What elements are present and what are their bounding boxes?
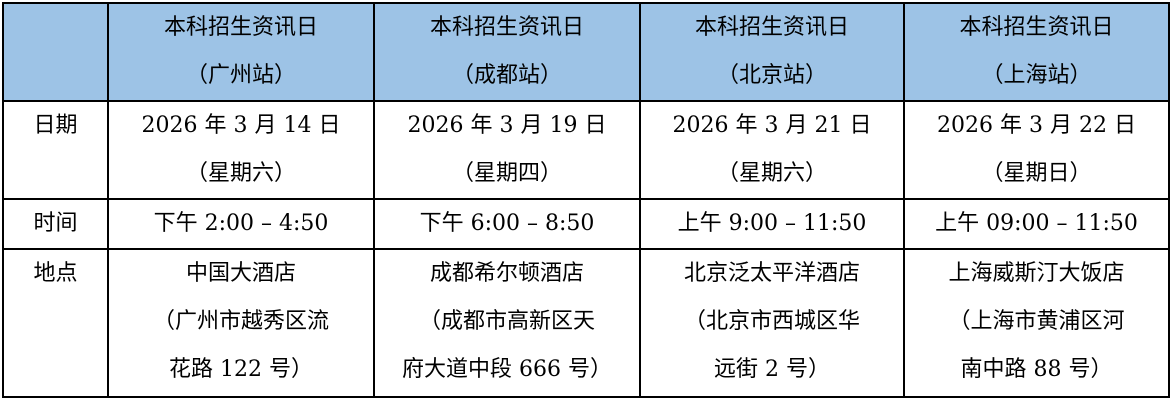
location-cell: 北京泛太平洋酒店 （北京市西城区华 远街 2 号）: [639, 248, 905, 398]
venue-address: （广州市越秀区流: [152, 309, 329, 334]
location-cell: 成都希尔顿酒店 （成都市高新区天 府大道中段 666 号）: [373, 248, 641, 398]
location-cell: 中国大酒店 （广州市越秀区流 花路 122 号）: [107, 248, 375, 398]
location-row: 地点 中国大酒店 （广州市越秀区流 花路 122 号） 成都希尔顿酒店 （成都市高新区…: [2, 248, 1170, 398]
date-cell: 2026 年 3 月 21 日 （星期六）: [639, 100, 905, 200]
header-cell: 本科招生资讯日 （上海站）: [903, 2, 1170, 102]
venue-address: （北京市西城区华: [683, 309, 860, 334]
date-text: 2026 年 3 月 19 日: [407, 113, 607, 138]
weekday-text: （星期六）: [185, 161, 296, 186]
date-row: 日期 2026 年 3 月 14 日 （星期六） 2026 年 3 月 19 日 （…: [2, 100, 1170, 200]
date-cell: 2026 年 3 月 22 日 （星期日）: [903, 100, 1170, 200]
event-title: 本科招生资讯日: [163, 15, 318, 40]
event-title: 本科招生资讯日: [429, 15, 584, 40]
venue-address: 花路 122 号）: [169, 357, 313, 382]
header-cell: 本科招生资讯日 （成都站）: [373, 2, 641, 102]
date-cell: 2026 年 3 月 14 日 （星期六）: [107, 100, 375, 200]
time-cell: 上午 9:00 – 11:50: [639, 198, 905, 250]
venue-name: 上海威斯汀大饭店: [948, 261, 1125, 286]
row-label: 日期: [2, 100, 109, 200]
event-city: （北京站）: [716, 63, 827, 88]
header-row: 本科招生资讯日 （广州站） 本科招生资讯日 （成都站） 本科招生资讯日 （北京站） 本…: [2, 2, 1170, 102]
row-label: 时间: [2, 198, 109, 250]
event-city: （广州站）: [185, 63, 296, 88]
event-title: 本科招生资讯日: [959, 15, 1114, 40]
weekday-text: （星期日）: [981, 161, 1092, 186]
header-cell: 本科招生资讯日 （广州站）: [107, 2, 375, 102]
venue-name: 中国大酒店: [185, 261, 296, 286]
venue-name: 成都希尔顿酒店: [429, 261, 584, 286]
time-text: 上午 09:00 – 11:50: [935, 211, 1138, 236]
row-label: 地点: [2, 248, 109, 398]
time-row: 时间 下午 2:00 – 4:50 下午 6:00 – 8:50 上午 9:00…: [2, 198, 1170, 250]
venue-address: （成都市高新区天: [418, 309, 595, 334]
time-cell: 下午 6:00 – 8:50: [373, 198, 641, 250]
time-cell: 上午 09:00 – 11:50: [903, 198, 1170, 250]
venue-name: 北京泛太平洋酒店: [683, 261, 860, 286]
event-title: 本科招生资讯日: [694, 15, 849, 40]
event-city: （上海站）: [981, 63, 1092, 88]
venue-address: （上海市黄浦区河: [948, 309, 1125, 334]
location-cell: 上海威斯汀大饭店 （上海市黄浦区河 南中路 88 号）: [903, 248, 1170, 398]
time-text: 下午 2:00 – 4:50: [153, 211, 329, 236]
time-text: 下午 6:00 – 8:50: [419, 211, 595, 236]
header-cell: 本科招生资讯日 （北京站）: [639, 2, 905, 102]
event-schedule-table: 本科招生资讯日 （广州站） 本科招生资讯日 （成都站） 本科招生资讯日 （北京站） 本…: [2, 2, 1170, 398]
venue-address: 府大道中段 666 号）: [402, 357, 612, 382]
date-text: 2026 年 3 月 21 日: [672, 113, 872, 138]
venue-address: 南中路 88 号）: [960, 357, 1113, 382]
time-cell: 下午 2:00 – 4:50: [107, 198, 375, 250]
weekday-text: （星期六）: [716, 161, 827, 186]
date-cell: 2026 年 3 月 19 日 （星期四）: [373, 100, 641, 200]
time-text: 上午 9:00 – 11:50: [677, 211, 867, 236]
date-text: 2026 年 3 月 14 日: [141, 113, 341, 138]
venue-address: 远街 2 号）: [714, 357, 830, 382]
event-city: （成都站）: [451, 63, 562, 88]
corner-cell: [2, 2, 109, 102]
date-text: 2026 年 3 月 22 日: [937, 113, 1136, 138]
weekday-text: （星期四）: [451, 161, 562, 186]
